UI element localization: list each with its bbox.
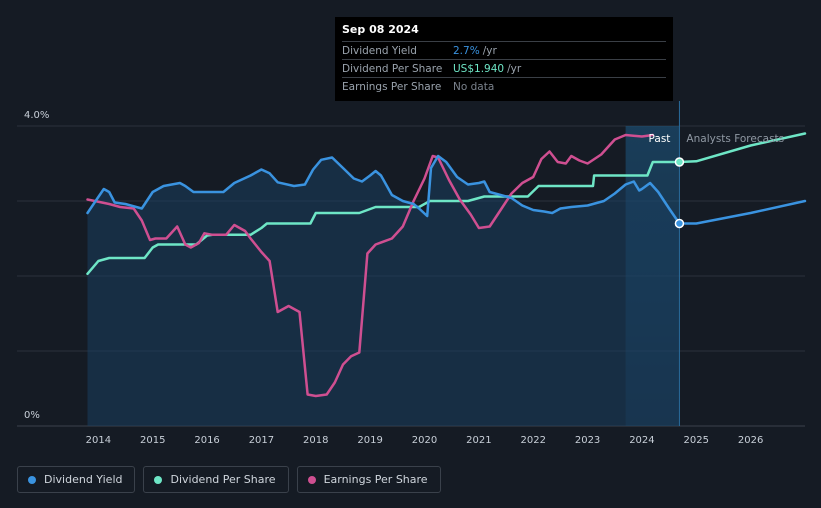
dividend-yield-area — [87, 156, 680, 426]
dividend-per-share-line — [86, 132, 807, 276]
x-tick-label: 2017 — [249, 435, 274, 446]
x-tick-label: 2023 — [575, 435, 600, 446]
x-tick-label: 2018 — [303, 435, 328, 446]
x-tick-label: 2025 — [684, 435, 709, 446]
x-tick-label: 2026 — [738, 435, 763, 446]
legend-label: Dividend Yield — [44, 473, 123, 486]
tooltip-value: 2.7% — [453, 44, 480, 57]
earnings-per-share-line — [86, 133, 655, 398]
x-tick-label: 2016 — [194, 435, 219, 446]
y-axis: 4.0% 0% — [24, 110, 49, 421]
highlight-point — [674, 218, 685, 229]
x-tick-label: 2019 — [357, 435, 382, 446]
legend-item-dividend-per-share[interactable]: Dividend Per Share — [143, 466, 289, 493]
tooltip-value: No data — [453, 80, 495, 93]
tooltip-unit: /yr — [482, 44, 497, 57]
tooltip-label: Dividend Per Share — [342, 62, 443, 75]
legend-dot-icon — [307, 475, 316, 484]
tooltip-row-dividend-yield: Dividend Yield 2.7% /yr — [342, 41, 666, 59]
legend-item-dividend-yield[interactable]: Dividend Yield — [17, 466, 136, 493]
x-tick-label: 2020 — [412, 435, 437, 446]
tooltip-unit: /yr — [507, 62, 522, 75]
tooltip-label: Dividend Yield — [342, 44, 417, 57]
legend-dot-icon — [28, 475, 36, 484]
tooltip-row-dividend-per-share: Dividend Per Share US$1.940 /yr — [342, 59, 666, 77]
dividend-yield-line — [86, 154, 807, 225]
x-axis: 2014 2015 2016 2017 2018 2019 2020 2021 2022 2023… — [86, 435, 764, 446]
legend-item-earnings-per-share[interactable]: Earnings Per Share — [296, 466, 441, 493]
highlight-points — [674, 157, 685, 229]
legend: Dividend Yield Dividend Per Share Earnin… — [17, 466, 441, 493]
past-label: Past — [649, 133, 671, 145]
y-tick-label: 4.0% — [24, 110, 49, 121]
tooltip-date: Sep 08 2024 — [342, 23, 419, 36]
legend-dot-icon — [154, 475, 163, 484]
tooltip-value: US$1.940 — [453, 62, 505, 75]
highlight-point — [674, 157, 685, 167]
tooltip-row-earnings-per-share: Earnings Per Share No data — [342, 77, 666, 95]
legend-label: Dividend Per Share — [170, 473, 276, 486]
series-layer — [86, 132, 807, 426]
legend-label: Earnings Per Share — [323, 473, 428, 486]
forecast-label: Analysts Forecasts — [686, 133, 784, 145]
x-tick-label: 2024 — [629, 435, 654, 446]
tooltip: Sep 08 2024 Dividend Yield 2.7% /yr Divi… — [335, 17, 673, 101]
x-tick-label: 2021 — [466, 435, 491, 446]
x-tick-label: 2015 — [140, 435, 165, 446]
x-tick-label: 2014 — [86, 435, 111, 446]
tooltip-label: Earnings Per Share — [342, 80, 442, 93]
x-tick-label: 2022 — [520, 435, 545, 446]
y-tick-label: 0% — [24, 410, 40, 421]
